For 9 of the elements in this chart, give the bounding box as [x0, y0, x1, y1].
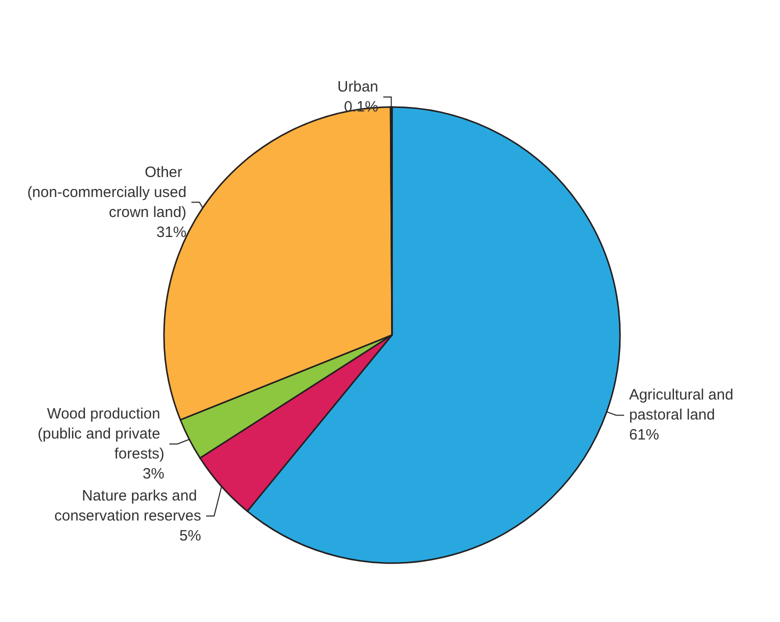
slice-label: Wood production (public and private forests)	[38, 405, 164, 462]
slice-label: Agricultural and pastoral land	[629, 386, 738, 424]
data-label: 61%	[629, 426, 660, 444]
data-label: 5%	[179, 527, 202, 544]
slice-label: Other (non-commercially used crown land)	[27, 164, 186, 221]
slice-label: Urban	[337, 78, 378, 96]
data-label: 3%	[142, 465, 164, 482]
data-label: 31%	[156, 224, 186, 241]
slice-label: Nature parks and conservation reserves	[54, 487, 202, 524]
